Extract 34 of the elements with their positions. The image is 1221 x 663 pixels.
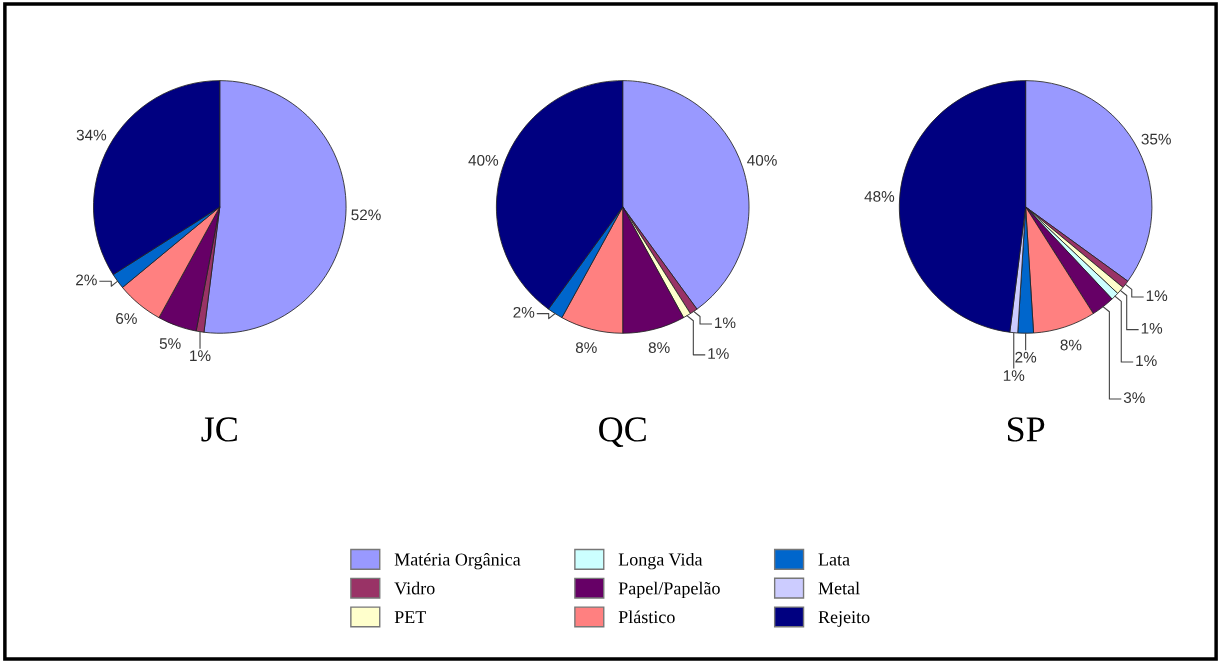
legend-label: Matéria Orgânica <box>394 552 521 570</box>
data-label: 8% <box>575 342 597 353</box>
legend-label: Plástico <box>618 610 675 624</box>
data-label: 1% <box>708 348 729 359</box>
legend-label: Papel/Papelão <box>618 581 720 599</box>
data-label: 1% <box>715 317 736 329</box>
data-label: 8% <box>648 342 670 353</box>
data-label: 34% <box>76 129 107 141</box>
data-label: 35% <box>1141 133 1171 145</box>
legend-label: Lata <box>818 553 850 566</box>
data-label: 1% <box>1146 290 1168 302</box>
legend-label: PET <box>394 611 426 624</box>
legend-label: Rejeito <box>818 611 870 627</box>
data-label: 1% <box>1141 322 1163 334</box>
data-label: 40% <box>747 154 777 166</box>
data-label: 48% <box>864 191 895 202</box>
data-label: 5% <box>159 338 181 349</box>
data-label: 8% <box>1060 339 1082 351</box>
data-label: 40% <box>468 154 499 166</box>
data-label: 6% <box>116 313 137 324</box>
data-label: 1% <box>190 350 211 361</box>
legend-label: Metal <box>818 581 860 595</box>
text: QC <box>599 417 646 448</box>
legend-label: Longa Vida <box>618 552 703 570</box>
data-label: 2% <box>513 306 535 318</box>
text: SP <box>1007 417 1045 442</box>
data-label: 1% <box>1136 355 1157 366</box>
data-label: 52% <box>351 209 381 221</box>
data-label: 3% <box>1123 392 1145 404</box>
data-label: 2% <box>1015 351 1037 363</box>
legend-label: Vidro <box>394 581 435 595</box>
data-label: 1% <box>1003 370 1025 381</box>
data-label: 2% <box>76 274 97 286</box>
text: JC <box>201 417 237 442</box>
